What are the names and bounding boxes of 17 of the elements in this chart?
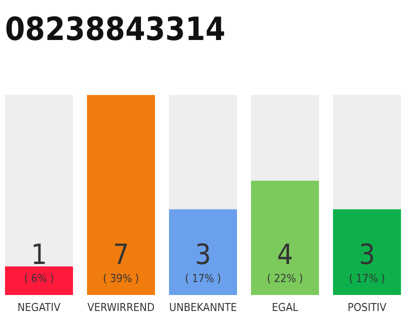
chart-title: 08238843314 bbox=[5, 10, 226, 48]
x-tick-label: VERWIRREND bbox=[87, 300, 155, 314]
annotation: ( 39% ) bbox=[102, 272, 140, 285]
bar bbox=[5, 266, 73, 295]
data-label: 3 bbox=[194, 238, 212, 271]
data-label: 1 bbox=[30, 238, 48, 271]
annotation: ( 22% ) bbox=[266, 272, 304, 285]
data-label: 7 bbox=[112, 238, 130, 271]
annotation: ( 6% ) bbox=[24, 272, 54, 285]
x-tick-label: POSITIV bbox=[348, 300, 387, 314]
data-label: 3 bbox=[358, 238, 376, 271]
data-label: 4 bbox=[276, 238, 294, 271]
x-tick-label: UNBEKANNTE bbox=[169, 300, 237, 314]
x-tick-label: NEGATIV bbox=[18, 300, 61, 314]
x-tick-label: EGAL bbox=[272, 300, 299, 314]
annotation: ( 17% ) bbox=[184, 272, 222, 285]
annotation: ( 17% ) bbox=[348, 272, 386, 285]
